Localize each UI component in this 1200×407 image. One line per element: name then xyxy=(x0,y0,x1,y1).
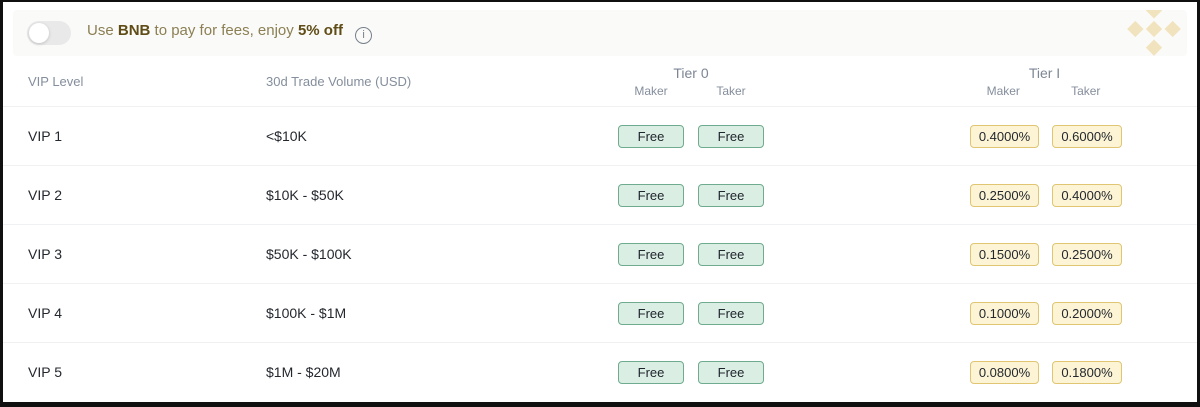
fee-badge-percent: 0.0800% xyxy=(969,360,1040,384)
banner-text-prefix: Use xyxy=(87,22,114,40)
tier1-maker-cell: 0.1000% xyxy=(962,301,1047,325)
tier1-maker-cell: 0.1500% xyxy=(962,242,1047,266)
fee-badge-percent: 0.4000% xyxy=(969,124,1040,148)
tier1-maker-header: Maker xyxy=(986,83,1020,98)
binance-logo-icon xyxy=(1127,10,1181,56)
tier0-taker-cell: Free xyxy=(691,124,771,148)
fee-badge-percent: 0.2500% xyxy=(1052,242,1122,266)
banner-text-middle: to pay for fees, enjoy xyxy=(154,22,294,40)
tier0-maker-cell: Free xyxy=(611,360,691,384)
tier1-header-group: Tier I Maker Taker xyxy=(962,65,1127,98)
tier0-taker-cell: Free xyxy=(691,183,771,207)
tier0-maker-cell: Free xyxy=(611,242,691,266)
tier0-title: Tier 0 xyxy=(673,64,709,81)
banner-text-bnb: BNB xyxy=(117,22,151,40)
fee-badge-free: Free xyxy=(698,301,764,325)
vip-level-cell: VIP 4 xyxy=(28,305,62,321)
fee-badge-free: Free xyxy=(698,360,764,384)
bnb-discount-banner: Use BNB to pay for fees, enjoy 5% off i xyxy=(13,10,1187,56)
bnb-fee-toggle[interactable] xyxy=(27,21,71,45)
tier0-taker-cell: Free xyxy=(691,242,771,266)
fee-badge-free: Free xyxy=(618,301,684,325)
tier1-taker-cell: 0.4000% xyxy=(1047,183,1127,207)
tier0-maker-cell: Free xyxy=(611,183,691,207)
trade-volume-cell: $1M - $20M xyxy=(266,364,341,380)
fee-badge-free: Free xyxy=(698,124,764,148)
col-header-trade-volume: 30d Trade Volume (USD) xyxy=(266,73,412,89)
tier0-taker-header: Taker xyxy=(716,83,746,98)
fee-badge-percent: 0.4000% xyxy=(1052,183,1122,207)
tier1-maker-cell: 0.4000% xyxy=(962,124,1047,148)
banner-text-discount: 5% off xyxy=(297,22,343,40)
tier1-maker-cell: 0.0800% xyxy=(962,360,1047,384)
table-header: VIP Level 30d Trade Volume (USD) Tier 0 … xyxy=(3,56,1197,106)
fee-badge-percent: 0.1500% xyxy=(969,242,1040,266)
tier1-taker-header: Taker xyxy=(1071,83,1101,98)
trade-volume-cell: $10K - $50K xyxy=(266,187,344,203)
fee-badge-free: Free xyxy=(618,242,684,266)
fee-badge-free: Free xyxy=(698,242,764,266)
tier1-subheaders: Maker Taker xyxy=(962,84,1127,98)
table-row: VIP 1 <$10K Free Free 0.4000% 0.6000% xyxy=(3,106,1197,165)
fee-badge-free: Free xyxy=(618,183,684,207)
toggle-knob xyxy=(29,23,49,43)
table-row: VIP 2 $10K - $50K Free Free 0.2500% 0.40… xyxy=(3,165,1197,224)
trade-volume-cell: $50K - $100K xyxy=(266,246,352,262)
tier0-header-group: Tier 0 Maker Taker xyxy=(611,65,771,98)
trade-volume-cell: <$10K xyxy=(266,128,307,144)
fee-badge-percent: 0.2000% xyxy=(1052,301,1122,325)
table-row: VIP 4 $100K - $1M Free Free 0.1000% 0.20… xyxy=(3,283,1197,342)
banner-text: Use BNB to pay for fees, enjoy 5% off i xyxy=(87,22,373,44)
vip-level-cell: VIP 1 xyxy=(28,128,62,144)
info-icon[interactable]: i xyxy=(355,26,373,44)
fee-badge-free: Free xyxy=(618,124,684,148)
tier0-taker-cell: Free xyxy=(691,360,771,384)
fee-badge-percent: 0.1000% xyxy=(969,301,1040,325)
tier0-taker-cell: Free xyxy=(691,301,771,325)
tier1-taker-cell: 0.2500% xyxy=(1047,242,1127,266)
table-row: VIP 5 $1M - $20M Free Free 0.0800% 0.180… xyxy=(3,342,1197,401)
trade-volume-cell: $100K - $1M xyxy=(266,305,347,321)
col-header-vip-level: VIP Level xyxy=(28,73,84,89)
tier0-maker-cell: Free xyxy=(611,301,691,325)
tier1-taker-cell: 0.6000% xyxy=(1047,124,1127,148)
vip-level-cell: VIP 5 xyxy=(28,364,62,380)
fee-badge-percent: 0.2500% xyxy=(969,183,1040,207)
table-row: VIP 3 $50K - $100K Free Free 0.1500% 0.2… xyxy=(3,224,1197,283)
fee-badge-percent: 0.1800% xyxy=(1052,360,1122,384)
tier1-title: Tier I xyxy=(1028,64,1061,81)
fee-badge-free: Free xyxy=(618,360,684,384)
vip-level-cell: VIP 3 xyxy=(28,246,62,262)
vip-level-cell: VIP 2 xyxy=(28,187,62,203)
tier0-subheaders: Maker Taker xyxy=(611,84,771,98)
tier0-maker-cell: Free xyxy=(611,124,691,148)
tier0-maker-header: Maker xyxy=(634,83,668,98)
fee-badge-free: Free xyxy=(698,183,764,207)
tier1-taker-cell: 0.1800% xyxy=(1047,360,1127,384)
fee-badge-percent: 0.6000% xyxy=(1052,124,1122,148)
tier1-taker-cell: 0.2000% xyxy=(1047,301,1127,325)
tier1-maker-cell: 0.2500% xyxy=(962,183,1047,207)
